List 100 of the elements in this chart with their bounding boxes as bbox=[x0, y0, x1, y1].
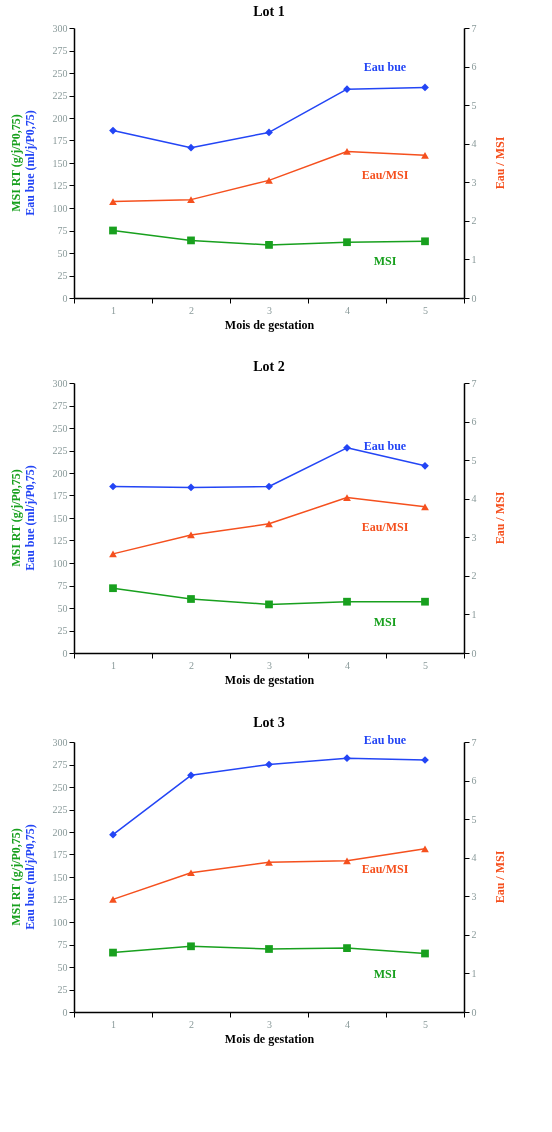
y-tick-label: 200 bbox=[52, 112, 68, 124]
point bbox=[265, 241, 273, 249]
y-tick-label: 175 bbox=[52, 849, 68, 860]
y-tick-label: 275 bbox=[52, 400, 68, 411]
y-tick-label: 225 bbox=[52, 804, 68, 815]
point bbox=[421, 503, 429, 511]
y2-tick-label: 0 bbox=[471, 1006, 477, 1018]
y-tick-label: 25 bbox=[57, 625, 68, 636]
point bbox=[109, 948, 117, 957]
y-tick-label: 275 bbox=[52, 45, 68, 56]
y2-tick-label: 5 bbox=[471, 99, 477, 111]
point bbox=[109, 830, 117, 839]
x-tick-label: 1 bbox=[111, 659, 116, 671]
x-tick-label: 5 bbox=[423, 1018, 428, 1030]
x-tick-label: 1 bbox=[111, 1018, 116, 1030]
point bbox=[109, 226, 117, 235]
y-tick-label: 0 bbox=[62, 647, 68, 659]
point bbox=[187, 531, 195, 539]
y2-tick-label: 3 bbox=[471, 176, 477, 188]
y-tick-label: 225 bbox=[52, 90, 68, 101]
y-tick-label: 125 bbox=[52, 180, 68, 191]
y2-tick-label: 0 bbox=[471, 647, 477, 659]
y-tick-label: 50 bbox=[57, 961, 68, 973]
y-tick-label: 250 bbox=[52, 67, 68, 79]
y2-axis-title: Eau / MSI bbox=[493, 136, 507, 190]
y2-tick-label: 4 bbox=[471, 138, 477, 150]
y2-tick-label: 2 bbox=[471, 929, 477, 941]
y2-tick-label: 2 bbox=[471, 215, 477, 227]
y-tick-label: 75 bbox=[57, 225, 68, 236]
y-axis-title: MSI RT (g/j/P0,75) Eau bue (ml/j/P0,75) bbox=[9, 110, 37, 216]
series-label: MSI bbox=[373, 254, 397, 269]
y-tick-label: 100 bbox=[52, 916, 68, 928]
y2-tick-label: 7 bbox=[471, 377, 477, 389]
x-tick-label: 3 bbox=[267, 659, 272, 671]
y2-tick-label: 6 bbox=[471, 61, 477, 73]
point bbox=[421, 83, 429, 92]
point bbox=[343, 944, 351, 952]
y-tick-label: 75 bbox=[57, 939, 68, 950]
y2-tick-label: 7 bbox=[471, 736, 477, 748]
x-tick-label: 5 bbox=[423, 304, 428, 316]
x-axis-title: Mois de gestation bbox=[224, 1031, 315, 1046]
series-label: Eau/MSI bbox=[361, 168, 409, 183]
x-tick-label: 4 bbox=[345, 1018, 350, 1030]
point bbox=[187, 869, 195, 877]
y2-tick-label: 0 bbox=[471, 292, 477, 304]
point bbox=[265, 858, 273, 866]
y2-axis-title: Eau / MSI bbox=[493, 850, 507, 904]
point bbox=[187, 771, 195, 780]
x-tick-label: 2 bbox=[189, 1018, 194, 1030]
y-tick-label: 200 bbox=[52, 467, 68, 479]
y2-tick-label: 6 bbox=[471, 416, 477, 428]
y2-tick-label: 1 bbox=[471, 608, 477, 620]
y2-tick-label: 3 bbox=[471, 890, 477, 902]
x-tick-label: 5 bbox=[423, 659, 428, 671]
y2-tick-label: 7 bbox=[471, 22, 477, 34]
y2-tick-label: 1 bbox=[471, 967, 477, 979]
y-tick-label: 250 bbox=[52, 781, 68, 793]
y-tick-label: 300 bbox=[52, 736, 68, 748]
y-tick-label: 150 bbox=[52, 871, 68, 883]
series-label: Eau bue bbox=[363, 733, 407, 747]
y2-tick-label: 1 bbox=[471, 253, 477, 265]
y2-tick-label: 4 bbox=[471, 852, 477, 864]
y2-tick-label: 6 bbox=[471, 775, 477, 787]
point bbox=[343, 238, 351, 247]
point bbox=[265, 600, 273, 609]
y-tick-label: 100 bbox=[52, 557, 68, 569]
y-tick-label: 0 bbox=[62, 292, 68, 304]
x-tick-label: 2 bbox=[189, 659, 194, 671]
point bbox=[421, 151, 429, 159]
point bbox=[187, 483, 195, 492]
y-tick-label: 250 bbox=[52, 422, 68, 434]
point bbox=[421, 845, 429, 853]
y-tick-label: 75 bbox=[57, 580, 68, 591]
point bbox=[265, 760, 273, 769]
y-tick-label: 100 bbox=[52, 202, 68, 214]
point bbox=[343, 85, 351, 94]
y2-tick-label: 5 bbox=[471, 813, 477, 825]
y-tick-label: 300 bbox=[52, 377, 68, 389]
point bbox=[421, 237, 429, 246]
y-tick-label: 175 bbox=[52, 135, 68, 146]
y-tick-label: 175 bbox=[52, 490, 68, 501]
y2-tick-label: 5 bbox=[471, 454, 477, 466]
x-tick-label: 2 bbox=[189, 304, 194, 316]
y-tick-label: 200 bbox=[52, 826, 68, 838]
point bbox=[109, 482, 117, 491]
series-label: Eau bue bbox=[363, 60, 407, 75]
y-tick-label: 300 bbox=[52, 22, 68, 34]
series-label: MSI bbox=[373, 966, 397, 981]
y-tick-label: 125 bbox=[52, 894, 68, 905]
series-label: MSI bbox=[373, 614, 397, 629]
x-tick-label: 1 bbox=[111, 304, 116, 316]
y-tick-label: 150 bbox=[52, 512, 68, 524]
x-tick-label: 4 bbox=[345, 659, 350, 671]
point bbox=[421, 597, 429, 606]
point bbox=[265, 482, 273, 491]
point bbox=[265, 128, 273, 137]
point bbox=[109, 584, 117, 593]
y-tick-label: 225 bbox=[52, 445, 68, 456]
point bbox=[187, 942, 195, 951]
point bbox=[109, 896, 117, 903]
